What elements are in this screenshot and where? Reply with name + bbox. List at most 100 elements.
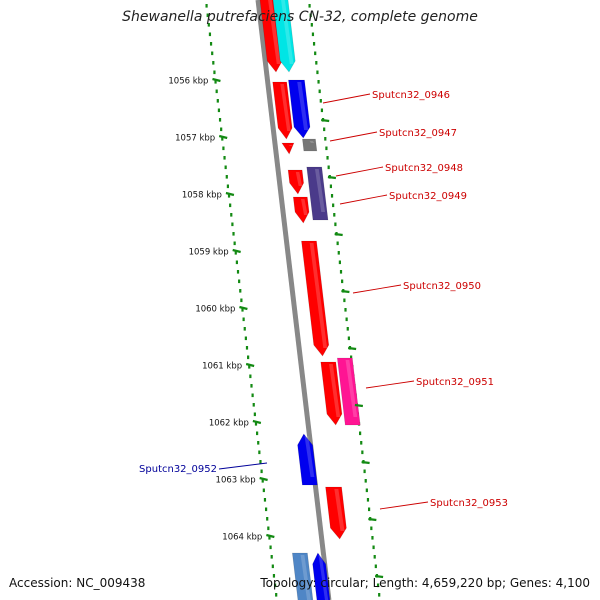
inner-tick-dot bbox=[248, 365, 251, 369]
outer-tick-dot bbox=[326, 156, 329, 160]
gene-arrow-shading bbox=[329, 364, 341, 417]
inner-tick-dot bbox=[256, 431, 259, 436]
inner-tick-dot bbox=[239, 289, 242, 293]
labels: 1056 kbp 1057 kbp 1058 kbp 1059 kbp 1060 kbp… bbox=[139, 77, 508, 579]
inner-tick-dot bbox=[271, 564, 274, 569]
gene-label[interactable]: Sputcn32_0951 bbox=[416, 377, 494, 388]
gene-arrow bbox=[302, 138, 318, 152]
outer-tick-dot bbox=[330, 194, 334, 198]
gene-label[interactable]: Sputcn32_0947 bbox=[379, 128, 457, 139]
gene-label[interactable]: Sputcn32_0946 bbox=[372, 90, 450, 101]
outer-tick-dot bbox=[311, 32, 315, 37]
genome-backbone bbox=[255, 0, 332, 600]
gene-label[interactable]: Sputcn32_0949 bbox=[389, 191, 467, 202]
scale-tick bbox=[266, 533, 275, 539]
inner-tick-dot bbox=[205, 4, 208, 8]
outer-tick-dot bbox=[364, 479, 367, 483]
scale-label: 1062 kbp bbox=[209, 419, 249, 429]
outer-tick-dot bbox=[325, 146, 328, 151]
inner-tick-dot bbox=[220, 127, 223, 132]
outer-tick-dot bbox=[360, 441, 363, 445]
outer-tick-dot bbox=[359, 431, 362, 436]
gene-arrow bbox=[325, 486, 347, 540]
inner-tick-dot bbox=[230, 213, 233, 217]
outer-tick-dot bbox=[343, 298, 346, 303]
outer-tick-dot bbox=[376, 583, 380, 588]
inner-tick-dot bbox=[217, 108, 221, 113]
inner-tick-dot bbox=[213, 70, 216, 75]
scale-tick bbox=[245, 362, 255, 368]
inner-tick-dot bbox=[206, 13, 209, 18]
inner-tick-dot bbox=[218, 118, 222, 122]
inner-tick-dot bbox=[252, 403, 255, 407]
outer-tick-dot bbox=[317, 80, 320, 84]
inner-tick-dot bbox=[221, 137, 224, 141]
inner-tick-dot bbox=[249, 374, 252, 379]
gene-arrow-shading bbox=[318, 555, 329, 600]
inner-tick-dot bbox=[222, 146, 225, 151]
scale-label: 1064 kbp bbox=[222, 533, 262, 543]
inner-tick-dot bbox=[270, 555, 273, 559]
outer-tick-dot bbox=[372, 545, 375, 550]
backbone-line bbox=[255, 0, 332, 600]
scale-tick bbox=[259, 476, 268, 482]
gene-arrow bbox=[281, 142, 295, 155]
inner-tick-dot bbox=[214, 80, 217, 84]
gene-arrow-shading bbox=[345, 360, 358, 417]
outer-tick-dot bbox=[316, 70, 319, 75]
inner-tick-dot bbox=[247, 355, 250, 360]
gene-label-leader bbox=[335, 166, 384, 177]
outer-tick-dot bbox=[339, 270, 343, 274]
outer-tick-dot bbox=[366, 498, 370, 502]
inner-tick-dot bbox=[235, 260, 238, 265]
gene-label[interactable]: Sputcn32_0948 bbox=[385, 163, 463, 174]
outer-tick-dot bbox=[341, 279, 344, 284]
scale-label: 1061 kbp bbox=[202, 362, 242, 372]
inner-tick-dot bbox=[257, 441, 260, 445]
outer-tick-dots bbox=[205, 4, 381, 597]
scale-tick-outer bbox=[334, 232, 343, 237]
gene-features bbox=[259, 0, 361, 600]
outer-tick-dot bbox=[367, 507, 371, 512]
outer-tick-dot bbox=[374, 564, 377, 569]
inner-tick-dot bbox=[238, 279, 241, 284]
inner-tick-dot bbox=[262, 488, 265, 493]
gene-label-leader bbox=[322, 93, 371, 104]
inner-tick-dot bbox=[263, 498, 267, 502]
gene-arrow-shading bbox=[300, 199, 308, 215]
outer-tick-dot bbox=[318, 89, 321, 94]
inner-tick-dot bbox=[267, 526, 270, 531]
inner-tick-dot bbox=[242, 317, 245, 322]
outer-tick-dot bbox=[327, 165, 330, 170]
outer-tick-dot bbox=[363, 469, 366, 474]
gene-arrow bbox=[288, 79, 311, 139]
scale-label: 1058 kbp bbox=[182, 191, 222, 201]
accession-label: Accession: NC_009438 bbox=[9, 576, 146, 590]
gene-label[interactable]: Sputcn32_0953 bbox=[430, 498, 508, 509]
gene-label[interactable]: Sputcn32_0952 bbox=[139, 464, 217, 475]
scale-tick bbox=[239, 305, 248, 311]
scale-label: 1059 kbp bbox=[189, 248, 229, 258]
outer-tick-dot bbox=[337, 251, 340, 255]
outer-tick-dot bbox=[347, 336, 350, 341]
scale-tick bbox=[232, 248, 241, 254]
gene-arrow bbox=[292, 552, 314, 600]
inner-tick-dot bbox=[269, 545, 272, 550]
scale-tick-outer bbox=[327, 175, 337, 180]
outer-tick-dot bbox=[371, 536, 374, 540]
gene-arrow bbox=[297, 433, 318, 486]
gene-label-leader bbox=[379, 501, 429, 510]
gene-label[interactable]: Sputcn32_0950 bbox=[403, 281, 481, 292]
outer-tick-dot bbox=[344, 308, 347, 312]
inner-tick-dot bbox=[264, 507, 268, 512]
inner-tick-dot bbox=[232, 232, 235, 236]
outer-tick-dot bbox=[314, 51, 317, 56]
gene-arrow-shading bbox=[281, 0, 294, 64]
gene-arrow bbox=[320, 361, 343, 426]
outer-tick-dot bbox=[361, 450, 364, 455]
gene-arrow bbox=[272, 0, 296, 73]
inner-tick-dot bbox=[215, 89, 218, 94]
gene-label-leader bbox=[218, 462, 268, 470]
gene-arrow-shading bbox=[288, 145, 293, 146]
scale-label: 1060 kbp bbox=[195, 305, 235, 315]
